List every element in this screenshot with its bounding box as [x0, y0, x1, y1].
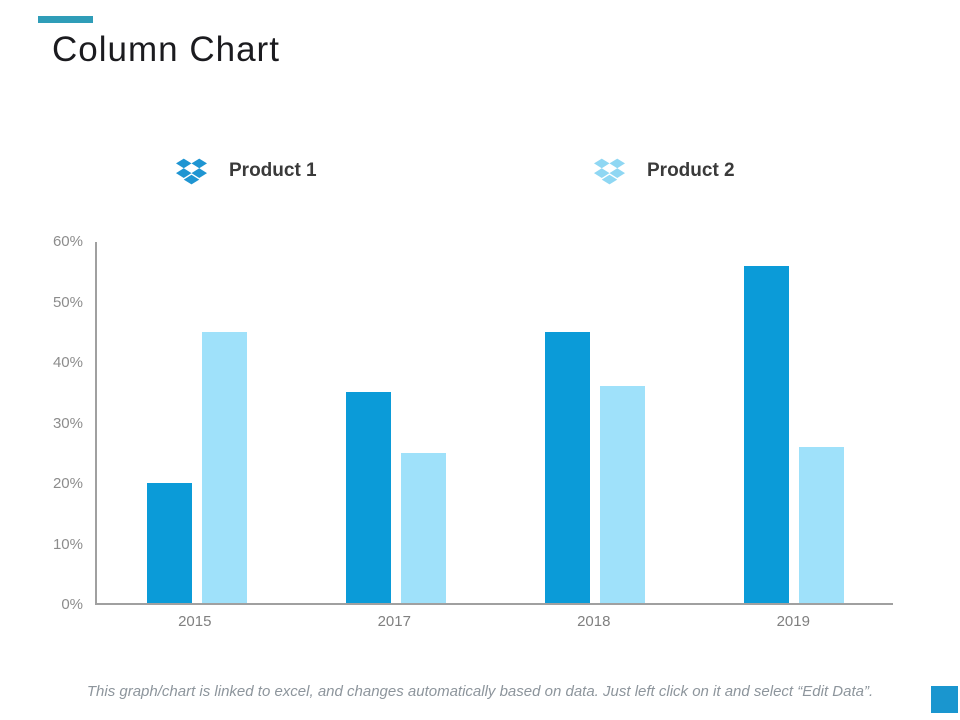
- bar-group-2018: [495, 242, 694, 603]
- bar-group-2015: [97, 242, 296, 603]
- bar-product-1-2015[interactable]: [146, 482, 192, 603]
- x-axis-label-2015: 2015: [178, 613, 212, 630]
- x-axis-label-2018: 2018: [577, 613, 611, 630]
- legend-label-product-2: Product 2: [647, 160, 735, 181]
- title-accent-bar: [38, 16, 93, 23]
- bar-product-2-2015[interactable]: [201, 332, 247, 603]
- y-axis-tick: 50%: [52, 293, 83, 311]
- plot-area[interactable]: [95, 242, 893, 605]
- legend-item-product-2: Product 2: [594, 152, 735, 190]
- bar-product-2-2019[interactable]: [798, 446, 844, 603]
- y-axis-tick: 60%: [52, 233, 83, 250]
- bar-product-1-2018[interactable]: [544, 332, 590, 603]
- y-axis-tick: 10%: [52, 535, 83, 553]
- dropbox-icon: [176, 158, 207, 184]
- dropbox-icon: [594, 158, 625, 184]
- bar-product-2-2018[interactable]: [599, 386, 645, 603]
- legend-label-product-1: Product 1: [229, 160, 317, 181]
- bar-group-2019: [694, 242, 893, 603]
- bar-group-2017: [296, 242, 495, 603]
- page-title: Column Chart: [52, 30, 280, 69]
- bar-product-2-2017[interactable]: [400, 452, 446, 603]
- legend-item-product-1: Product 1: [176, 152, 317, 190]
- y-axis-tick: 30%: [52, 414, 83, 432]
- y-axis-tick: 0%: [61, 596, 83, 613]
- y-axis-tick: 40%: [52, 354, 83, 371]
- column-chart[interactable]: 60% 50% 40% 30% 20% 10% 0% 2015 2017 2018 2019: [53, 233, 893, 630]
- x-axis-label-2019: 2019: [776, 613, 810, 630]
- y-axis-ticks: 60% 50% 40% 30% 20% 10% 0%: [41, 232, 83, 615]
- footer-note: This graph/chart is linked to excel, and…: [86, 683, 874, 700]
- corner-accent-square: [931, 686, 958, 713]
- x-axis-labels: 2015 2017 2018 2019: [95, 613, 893, 630]
- bar-product-1-2017[interactable]: [345, 392, 391, 603]
- x-axis-label-2017: 2017: [377, 613, 411, 630]
- y-axis-tick: 20%: [52, 475, 83, 492]
- bar-product-1-2019[interactable]: [743, 266, 789, 603]
